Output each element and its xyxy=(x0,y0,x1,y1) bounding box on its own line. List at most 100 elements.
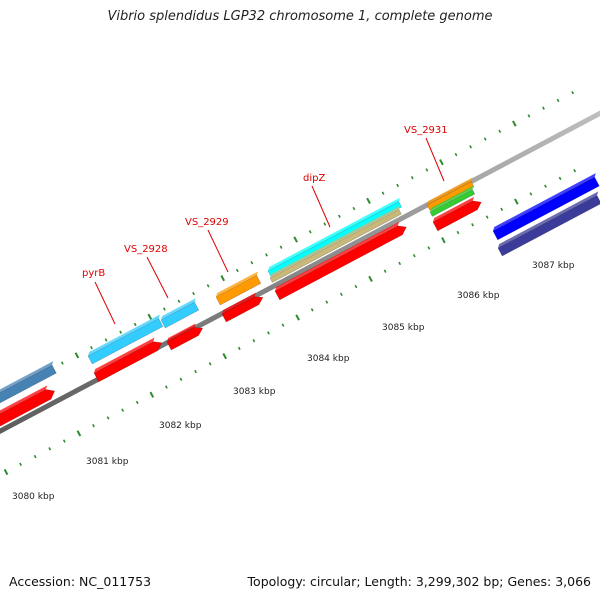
gene-label: VS_2929 xyxy=(185,217,229,228)
gene-dipZ-tan-top xyxy=(270,205,401,278)
inner-tick xyxy=(544,184,547,188)
length-label: Length: xyxy=(364,574,412,589)
cds-VS_2931-face xyxy=(432,200,482,232)
gene-VS_2929-face xyxy=(215,275,262,306)
inner-tick xyxy=(500,207,504,212)
ruler-label: 3084 kbp xyxy=(307,354,350,364)
inner-tick xyxy=(3,468,9,476)
ruler-label: 3087 kbp xyxy=(532,261,575,271)
genes-label: Genes: xyxy=(507,574,552,589)
cds-1-face xyxy=(0,389,56,427)
cds-dipZ xyxy=(274,221,407,301)
cds-VS_2929-face xyxy=(221,296,264,323)
inner-tick xyxy=(106,416,110,420)
gene-dipZ-aqua-top xyxy=(268,197,400,271)
cds-1 xyxy=(0,385,56,427)
outer-tick xyxy=(542,106,545,110)
outer-tick xyxy=(250,260,254,265)
outer-tick xyxy=(119,330,123,334)
gene-VS_2929 xyxy=(215,271,262,306)
ruler-label: 3080 kbp xyxy=(12,492,55,502)
inner-tick xyxy=(427,246,431,250)
cds-pyrB-top xyxy=(94,337,155,373)
gene-VS_2931-orange xyxy=(426,177,475,211)
inner-tick xyxy=(339,292,343,297)
label-leader xyxy=(425,137,445,182)
topology-value: circular xyxy=(310,574,357,589)
gene-VS_2928-top xyxy=(161,298,196,320)
outer-tick xyxy=(469,145,473,149)
inner-tick xyxy=(368,275,373,282)
outer-tick xyxy=(425,168,429,172)
gene-VS_2931-orange-top xyxy=(427,177,473,205)
accession-label: Accession: xyxy=(9,574,76,589)
outer-tick xyxy=(396,183,400,188)
inner-tick xyxy=(485,215,489,219)
gene-features xyxy=(0,173,600,427)
ruler-label: 3083 kbp xyxy=(233,387,276,397)
outer-tick xyxy=(308,230,312,234)
label-leader xyxy=(146,256,169,299)
outer-tick xyxy=(104,338,108,342)
gene-VS_2931-orange-face xyxy=(426,181,475,211)
gene-labels: pyrB VS_2928 VS_2929 dipZ VS_2931 xyxy=(82,125,448,279)
outer-tick xyxy=(381,191,385,195)
accession-info: Accession: NC_011753 xyxy=(9,574,151,589)
outer-tick xyxy=(235,268,239,273)
inner-tick xyxy=(19,462,22,466)
cds-pyrB-face xyxy=(93,341,163,383)
inner-tick xyxy=(92,423,95,428)
gene-dipZ-tan-face xyxy=(269,209,402,283)
gene-blue xyxy=(492,173,600,241)
inner-tick xyxy=(76,430,82,437)
outer-tick xyxy=(439,159,444,166)
inner-tick xyxy=(529,192,533,196)
gene-slate-face xyxy=(497,195,600,257)
outer-tick xyxy=(177,299,181,303)
inner-tick xyxy=(48,447,52,451)
cds-pyrB xyxy=(93,337,163,383)
outer-tick xyxy=(206,284,210,288)
cds-VS_2929 xyxy=(221,292,264,323)
outer-tick xyxy=(60,361,64,365)
inner-tick xyxy=(135,400,139,405)
gene-steel xyxy=(0,361,57,404)
inner-tick xyxy=(281,323,285,327)
gene-pyrB-top xyxy=(88,314,160,356)
outer-tick xyxy=(90,345,93,350)
inner-tick xyxy=(33,454,37,459)
inner-tick xyxy=(179,377,183,381)
inner-tick xyxy=(514,198,519,205)
topology-label: Topology: xyxy=(247,574,307,589)
outer-tick xyxy=(366,197,371,204)
gene-VS_2928 xyxy=(160,298,200,329)
ruler-label: 3085 kbp xyxy=(382,323,425,333)
cds-VS_2928-face xyxy=(166,327,204,351)
inner-tick xyxy=(456,230,460,235)
inner-tick xyxy=(295,314,300,321)
label-leader xyxy=(207,229,229,273)
ruler-label: 3081 kbp xyxy=(86,457,129,467)
inner-tick xyxy=(194,369,197,374)
outer-tick xyxy=(293,236,298,243)
ruler-label: 3086 kbp xyxy=(457,291,500,301)
gene-slate xyxy=(497,191,600,257)
gene-VS_2931-green-face xyxy=(429,189,476,217)
cds-VS_2929-top xyxy=(222,292,256,314)
inner-tick xyxy=(573,169,577,173)
inner-tick xyxy=(62,439,66,443)
outer-tick xyxy=(527,114,531,118)
cds-dipZ-face xyxy=(274,225,407,301)
gene-VS_2931-green xyxy=(429,185,476,217)
gene-steel-face xyxy=(0,364,57,404)
outer-tick xyxy=(337,214,341,219)
cds-VS_2931 xyxy=(432,196,482,232)
genome-summary: Topology: circular; Length: 3,299,302 bp… xyxy=(247,574,591,589)
cds-VS_2928-top xyxy=(167,323,196,342)
outer-tick xyxy=(74,352,80,359)
inner-tick xyxy=(354,284,358,289)
gene-pyrB-face xyxy=(87,318,164,365)
gene-label: dipZ xyxy=(303,173,325,184)
inner-tick xyxy=(237,346,241,351)
